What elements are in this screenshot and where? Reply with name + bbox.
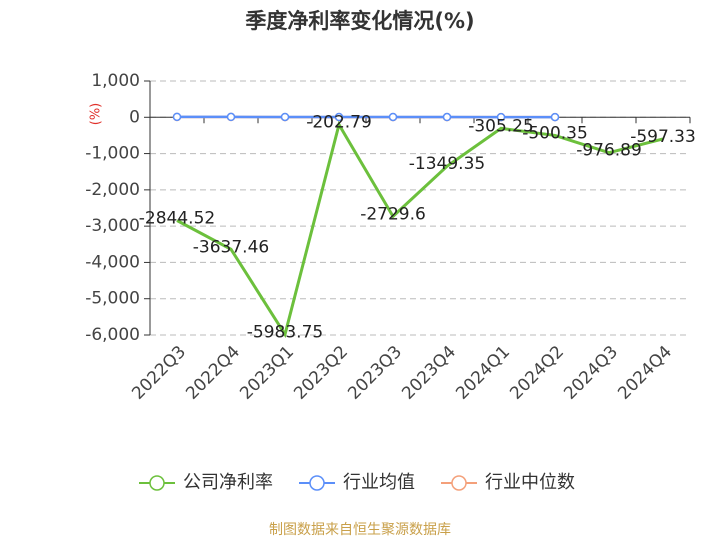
data-point <box>172 112 182 122</box>
value-label: -202.79 <box>306 113 372 133</box>
x-tick-label: 2022Q4 <box>182 342 244 404</box>
legend-label: 行业均值 <box>343 472 415 493</box>
data-point <box>550 112 560 122</box>
x-tick-label: 2023Q4 <box>398 342 460 404</box>
source-note: 制图数据来自恒生聚源数据库 <box>269 522 451 538</box>
data-point <box>280 112 290 122</box>
y-tick-label: -2,000 <box>85 180 140 200</box>
x-tick-label: 2022Q3 <box>128 342 190 404</box>
value-label: -2729.6 <box>360 204 426 224</box>
data-point <box>442 112 452 122</box>
x-tick-label: 2023Q1 <box>236 342 298 404</box>
x-tick-label: 2024Q3 <box>560 342 622 404</box>
y-tick-label: -6,000 <box>85 325 140 345</box>
legend-label: 公司净利率 <box>183 472 273 493</box>
x-tick-label: 2023Q3 <box>344 342 406 404</box>
y-tick-label: 1,000 <box>91 71 140 91</box>
x-tick-label: 2024Q2 <box>506 342 568 404</box>
x-tick-label: 2023Q2 <box>290 342 352 404</box>
value-label: -976.89 <box>576 141 642 161</box>
data-point <box>388 112 398 122</box>
value-label: -305.25 <box>468 116 534 136</box>
x-tick-label: 2024Q4 <box>614 342 676 404</box>
legend: 公司净利率 行业均值 行业中位数 <box>139 472 575 493</box>
legend-marker <box>309 475 325 491</box>
chart-title: 季度净利率变化情况(%) <box>245 9 474 33</box>
data-point <box>334 112 344 122</box>
y-tick-label: -1,000 <box>85 144 140 164</box>
legend-marker <box>451 475 467 491</box>
y-axis-label: (%) <box>89 103 104 126</box>
data-point <box>496 112 506 122</box>
value-label: -3637.46 <box>193 237 269 257</box>
y-tick-label: -4,000 <box>85 252 140 272</box>
value-label: -1349.35 <box>409 154 485 174</box>
value-label: -500.35 <box>522 123 588 143</box>
data-point <box>226 112 236 122</box>
value-label: -2844.52 <box>139 209 215 229</box>
legend-marker <box>149 475 165 491</box>
y-tick-label: -5,000 <box>85 289 140 309</box>
value-label: -597.33 <box>630 127 696 147</box>
legend-label: 行业中位数 <box>485 472 575 493</box>
y-tick-label: 0 <box>129 107 140 127</box>
series-line <box>176 120 664 339</box>
y-tick-label: -3,000 <box>85 216 140 236</box>
value-label: -5983.75 <box>247 322 323 342</box>
x-tick-label: 2024Q1 <box>452 342 514 404</box>
